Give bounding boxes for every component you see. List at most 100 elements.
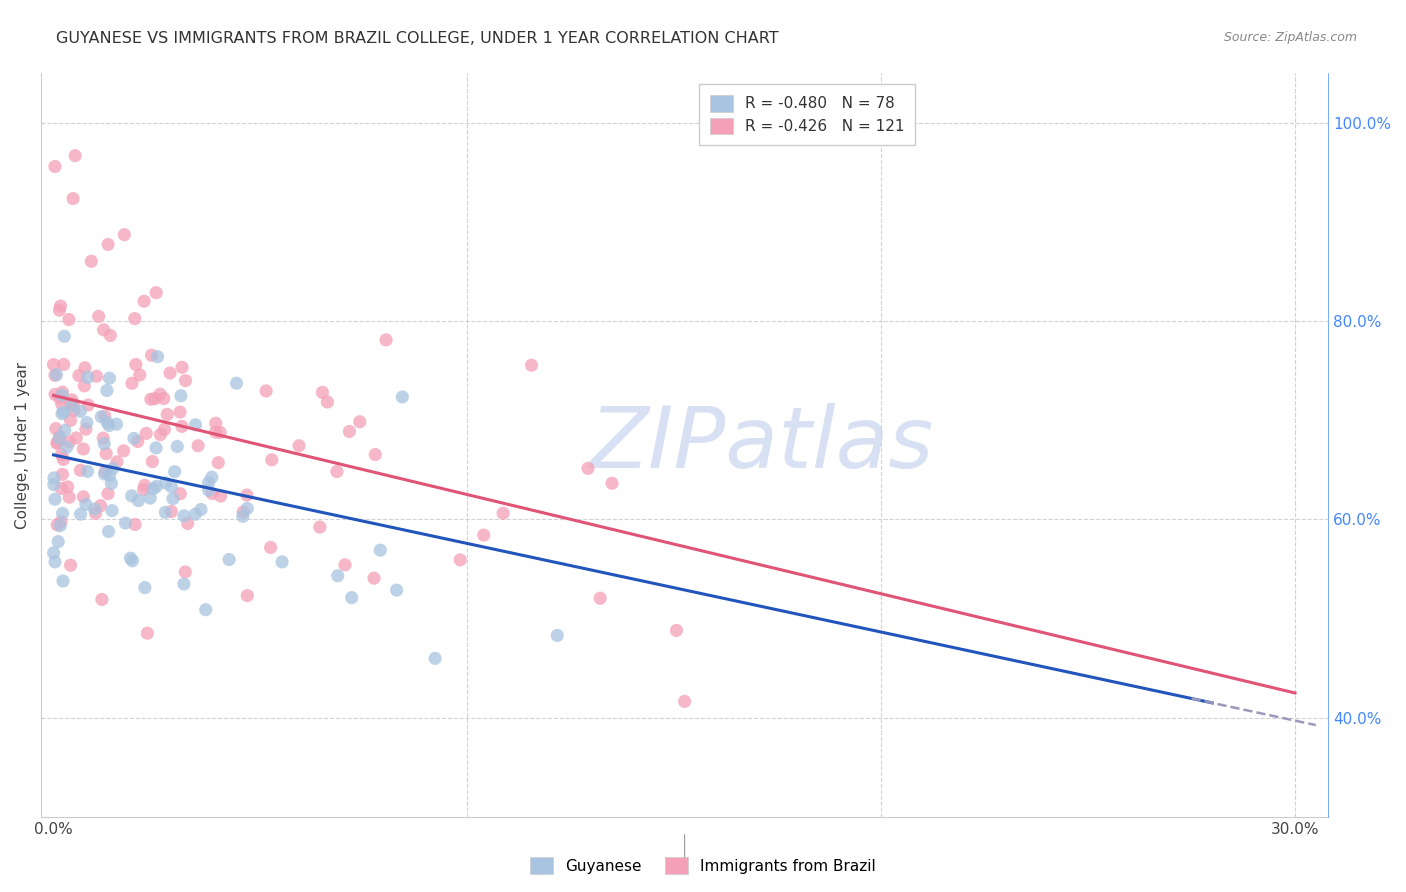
- Point: [190, 502, 212, 516]
- Text: Source: ZipAtlas.com: Source: ZipAtlas.com: [1223, 31, 1357, 45]
- Point: [209, 425, 232, 440]
- Point: [159, 366, 181, 380]
- Point: [52, 452, 75, 467]
- Point: [127, 434, 149, 449]
- Point: [340, 591, 363, 605]
- Point: [53, 329, 76, 343]
- Point: [218, 552, 240, 566]
- Point: [55, 441, 77, 455]
- Point: [145, 285, 167, 300]
- Legend: Guyanese, Immigrants from Brazil: Guyanese, Immigrants from Brazil: [524, 851, 882, 880]
- Point: [86, 369, 108, 384]
- Point: [51, 385, 73, 400]
- Point: [259, 541, 281, 555]
- Point: [58, 434, 80, 449]
- Point: [197, 475, 219, 490]
- Point: [326, 465, 349, 479]
- Point: [96, 384, 118, 398]
- Point: [62, 397, 84, 411]
- Point: [177, 516, 200, 531]
- Point: [62, 192, 84, 206]
- Point: [114, 516, 136, 530]
- Point: [187, 439, 209, 453]
- Point: [94, 446, 117, 460]
- Point: [132, 294, 155, 309]
- Point: [58, 490, 80, 504]
- Point: [311, 385, 333, 400]
- Point: [105, 417, 128, 431]
- Point: [44, 387, 66, 401]
- Point: [69, 507, 91, 521]
- Point: [260, 452, 283, 467]
- Point: [51, 407, 73, 421]
- Point: [67, 368, 90, 383]
- Point: [132, 483, 155, 497]
- Point: [112, 227, 135, 242]
- Point: [42, 358, 65, 372]
- Point: [184, 417, 207, 432]
- Point: [308, 520, 330, 534]
- Point: [349, 415, 371, 429]
- Point: [44, 160, 66, 174]
- Point: [174, 565, 197, 579]
- Point: [46, 435, 69, 450]
- Point: [149, 427, 172, 442]
- Point: [94, 465, 117, 479]
- Point: [169, 405, 191, 419]
- Point: [492, 506, 515, 520]
- Point: [59, 413, 82, 427]
- Point: [316, 395, 339, 409]
- Point: [149, 387, 172, 401]
- Point: [145, 441, 167, 455]
- Point: [51, 467, 73, 482]
- Point: [204, 425, 226, 439]
- Point: [89, 499, 111, 513]
- Point: [184, 507, 207, 521]
- Point: [600, 476, 623, 491]
- Point: [339, 425, 361, 439]
- Point: [472, 528, 495, 542]
- Point: [42, 546, 65, 560]
- Point: [375, 333, 398, 347]
- Point: [59, 558, 82, 573]
- Point: [46, 534, 69, 549]
- Point: [65, 431, 87, 445]
- Point: [69, 404, 91, 418]
- Point: [160, 480, 183, 494]
- Point: [80, 254, 103, 268]
- Point: [98, 371, 121, 385]
- Point: [271, 555, 294, 569]
- Point: [139, 392, 162, 407]
- Point: [63, 403, 86, 417]
- Point: [87, 310, 110, 324]
- Legend: R = -0.480   N = 78, R = -0.426   N = 121: R = -0.480 N = 78, R = -0.426 N = 121: [699, 85, 915, 145]
- Point: [143, 392, 166, 406]
- Point: [169, 486, 191, 500]
- Point: [145, 479, 167, 493]
- Point: [155, 505, 177, 519]
- Point: [142, 482, 165, 496]
- Point: [44, 492, 66, 507]
- Point: [155, 475, 177, 490]
- Point: [90, 409, 112, 424]
- Point: [83, 502, 105, 516]
- Point: [48, 430, 70, 444]
- Point: [56, 480, 79, 494]
- Point: [97, 237, 120, 252]
- Point: [44, 368, 66, 383]
- Point: [236, 488, 259, 502]
- Point: [69, 463, 91, 477]
- Point: [91, 431, 114, 445]
- Point: [146, 350, 169, 364]
- Point: [73, 360, 96, 375]
- Point: [51, 448, 73, 462]
- Point: [576, 461, 599, 475]
- Point: [288, 439, 311, 453]
- Point: [94, 409, 117, 424]
- Point: [76, 416, 98, 430]
- Point: [98, 468, 121, 483]
- Point: [97, 524, 120, 539]
- Point: [48, 392, 70, 406]
- Point: [232, 509, 254, 524]
- Point: [42, 471, 65, 485]
